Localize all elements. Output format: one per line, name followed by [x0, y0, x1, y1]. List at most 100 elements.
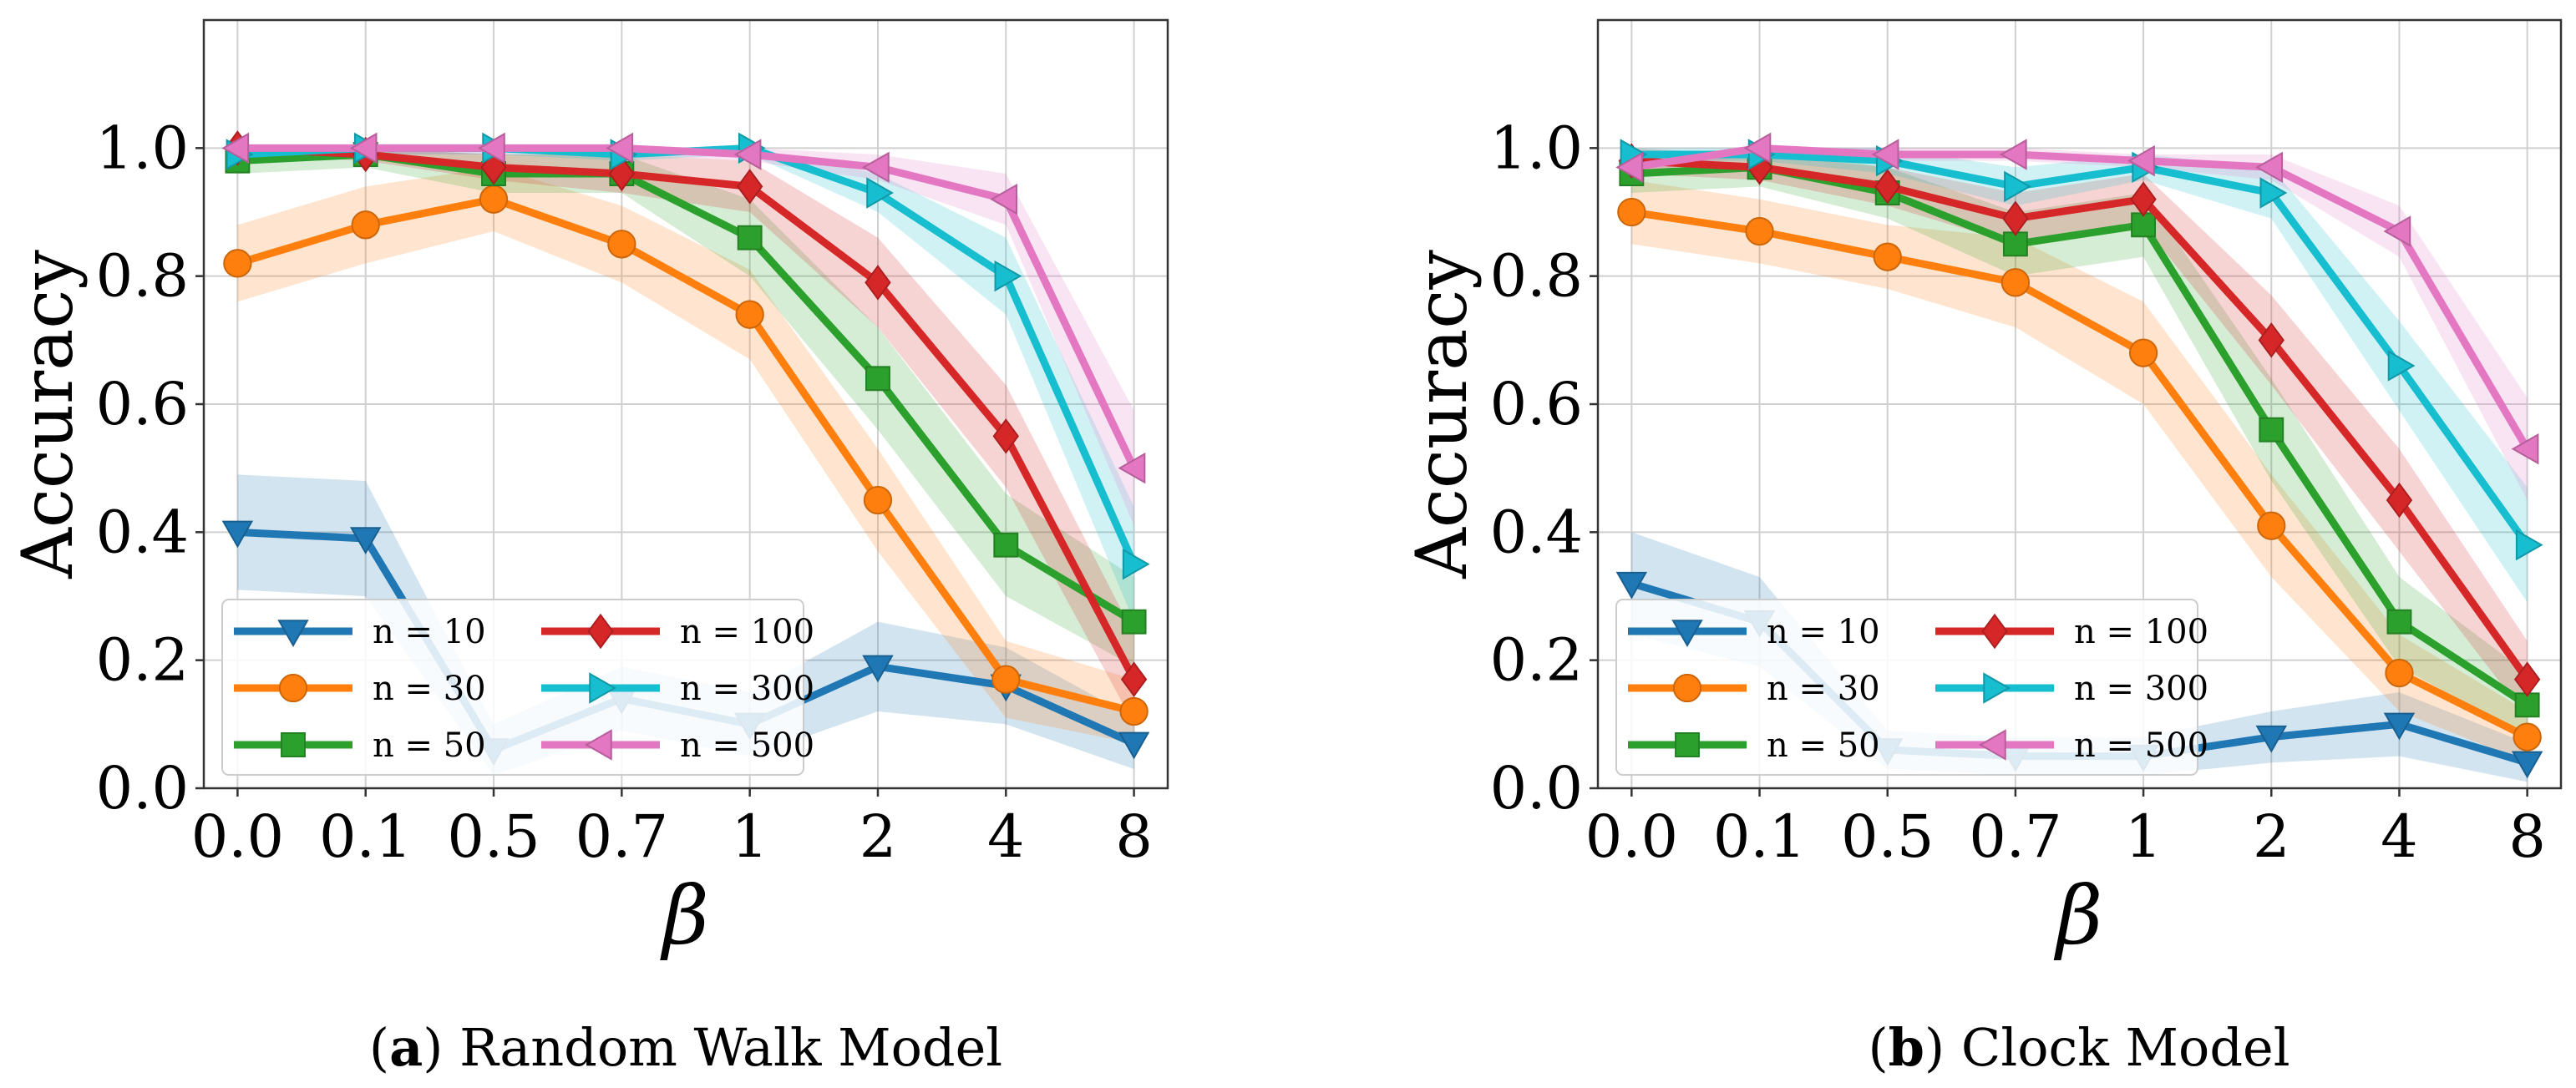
legend-marker [1983, 672, 2011, 704]
data-point [861, 151, 890, 184]
legend-label: n = 100 [2074, 613, 2208, 651]
data-point [991, 665, 1021, 694]
data-point [349, 527, 382, 555]
legend-label: n = 300 [2074, 670, 2208, 708]
data-point [2255, 725, 2288, 753]
data-point [2385, 658, 2414, 688]
y-tick-label: 0.6 [1490, 370, 1583, 438]
confidence-band-3 [237, 148, 1134, 725]
y-tick-label: 0.2 [96, 626, 189, 695]
data-point [737, 225, 763, 250]
legend-entry: n = 300 [1935, 670, 2208, 708]
data-point [735, 300, 764, 329]
subfigure-caption: (a) Random Walk Model [369, 1017, 1002, 1078]
caption-paren-open: ( [369, 1017, 389, 1078]
data-point [2257, 511, 2286, 540]
legend-marker [587, 613, 614, 650]
data-point [865, 265, 891, 301]
x-tick-label: 1 [2125, 802, 2163, 871]
series-3 [224, 130, 1148, 697]
legend-entry: n = 30 [234, 670, 486, 708]
data-point [2255, 151, 2284, 184]
confidence-band-2 [237, 148, 1134, 667]
y-tick-label: 0.4 [96, 498, 189, 566]
caption-letter: b [1889, 1017, 1924, 1078]
x-tick-label: 0.0 [1585, 802, 1678, 871]
series-line [1630, 208, 2529, 741]
x-tick-label: 0.0 [191, 802, 284, 871]
data-point [221, 520, 254, 549]
data-point [1743, 132, 1772, 164]
data-point [990, 183, 1018, 215]
data-point [2387, 350, 2416, 382]
data-point [1999, 139, 2027, 170]
data-point [1122, 548, 1150, 580]
legend-marker [281, 732, 306, 757]
series-line [237, 144, 1138, 681]
x-axis-label: β [660, 869, 709, 963]
data-point [1121, 609, 1147, 635]
legend-marker [1672, 673, 1702, 703]
x-tick-label: 8 [1115, 802, 1153, 871]
x-tick-label: 2 [860, 802, 897, 871]
y-tick-label: 0.4 [1490, 498, 1583, 566]
series-line [237, 144, 1138, 470]
legend-marker [277, 620, 309, 648]
data-point [2511, 433, 2539, 465]
data-point [1118, 731, 1150, 760]
chart-panel-b: 0.0 0.2 0.4 0.6 0.8 1.0 0.0 0.1 0.5 0.7 1 2 4 8 Accura… [1401, 18, 2563, 1078]
y-tick-label: 0.8 [96, 242, 189, 311]
data-point [2511, 751, 2543, 779]
confidence-band-2 [1631, 148, 2528, 737]
data-point [2383, 215, 2411, 247]
legend-marker [1978, 729, 2006, 761]
legend-entry: n = 300 [541, 670, 814, 708]
legend-label: n = 100 [680, 613, 814, 651]
data-point [1874, 169, 1901, 205]
y-tick-label: 0.0 [1490, 754, 1583, 822]
legend-entry: n = 10 [234, 613, 486, 651]
series-4 [1620, 139, 2543, 561]
legend-label: n = 30 [373, 670, 486, 708]
series-1 [223, 185, 1149, 726]
x-tick-label: 1 [731, 802, 768, 871]
y-tick-label: 0.6 [96, 370, 189, 438]
data-point [223, 249, 252, 278]
data-point [606, 132, 634, 164]
data-point [733, 139, 762, 170]
y-axis-label: Accuracy [1401, 250, 1483, 579]
x-tick-label: 2 [2253, 802, 2290, 871]
legend-marker [1981, 613, 2008, 650]
data-point [221, 132, 250, 164]
legend-entry: n = 50 [1628, 726, 1880, 765]
legend-marker [589, 672, 617, 704]
legend: n = 10 n = 30 n = 50 n = 100 n = 300 n = 500 [1615, 599, 2208, 776]
x-tick-label: 0.7 [1969, 802, 2061, 871]
x-tick-label: 8 [2508, 802, 2546, 871]
data-point [2513, 722, 2542, 751]
caption-paren-close: ) [1924, 1017, 1961, 1078]
data-point [736, 169, 763, 205]
x-tick-label: 4 [2381, 802, 2418, 871]
data-point [2002, 231, 2028, 257]
data-point [2002, 200, 2029, 236]
data-point [1615, 151, 1644, 184]
legend-label: n = 30 [1767, 670, 1880, 708]
data-point [351, 210, 380, 240]
data-point [2383, 712, 2416, 741]
legend-marker [584, 729, 612, 761]
data-point [2128, 338, 2158, 367]
y-tick-label: 1.0 [96, 114, 189, 182]
legend-entry: n = 30 [1628, 670, 1880, 708]
data-point [1745, 216, 1774, 246]
data-point [349, 132, 378, 164]
legend-entry: n = 100 [1935, 613, 2208, 651]
series-line [1631, 157, 2531, 682]
legend-label: n = 50 [373, 726, 486, 765]
x-axis-label: β [2054, 869, 2103, 963]
data-point [2130, 181, 2157, 217]
subfigure-caption: (b) Clock Model [1868, 1017, 2289, 1078]
y-tick-label: 0.2 [1490, 626, 1583, 695]
caption-letter: a [389, 1017, 423, 1078]
x-tick-label: 0.1 [1713, 802, 1806, 871]
